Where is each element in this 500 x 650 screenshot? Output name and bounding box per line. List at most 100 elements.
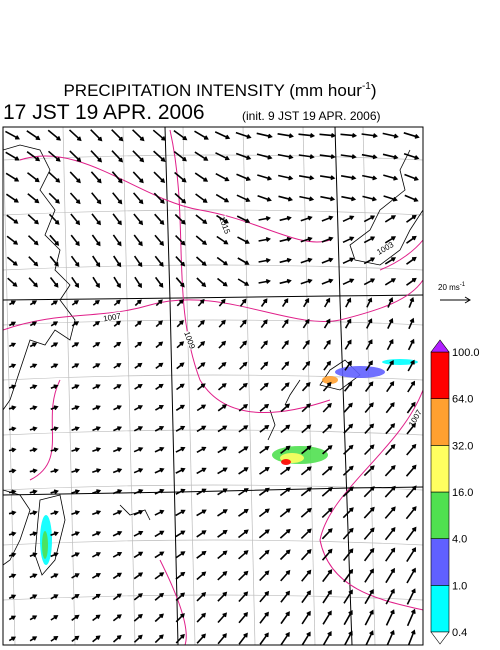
colorbar-over — [430, 339, 450, 353]
wind-arrow — [239, 361, 248, 370]
wind-arrow — [386, 629, 395, 645]
wind-arrow — [217, 277, 228, 287]
wind-arrow — [301, 403, 312, 413]
wind-arrow — [407, 380, 416, 393]
wind-arrow — [175, 425, 186, 432]
wind-arrow — [112, 593, 122, 601]
wind-arrow — [258, 216, 271, 221]
wind-arrow — [343, 568, 354, 583]
wind-arrow — [175, 551, 186, 559]
wind-arrow — [175, 235, 186, 246]
wind-arrow — [8, 384, 17, 390]
wind-arrow — [50, 447, 59, 453]
wind-arrow — [134, 405, 143, 411]
wind-arrow — [382, 153, 399, 160]
wind-arrow — [322, 402, 332, 413]
wind-arrow — [29, 636, 38, 642]
wind-arrow — [176, 383, 185, 391]
wind-arrow — [258, 279, 271, 284]
wind-arrow — [365, 339, 373, 350]
wind-arrow — [217, 633, 227, 645]
colorbar-tick-label: 16.0 — [452, 487, 473, 499]
wind-arrow — [112, 510, 123, 516]
wind-arrow — [29, 447, 38, 453]
wind-arrow — [113, 363, 122, 369]
wind-arrow — [50, 300, 58, 306]
wind-arrow — [217, 550, 228, 560]
colorbar-under — [430, 631, 450, 645]
wind-arrow — [91, 234, 101, 247]
wind-arrow — [218, 319, 226, 328]
wind-arrow — [258, 508, 270, 518]
wind-arrow — [278, 195, 293, 202]
wind-arrow — [111, 129, 124, 142]
wind-arrow — [48, 213, 60, 225]
title: PRECIPITATION INTENSITY (mm hour-1) — [63, 81, 376, 100]
wind-arrow — [216, 235, 229, 245]
isobar-label-bg — [183, 330, 197, 350]
wind-arrow — [238, 488, 249, 496]
wind-arrow — [8, 552, 17, 558]
wind-arrow — [239, 340, 248, 349]
wind-arrow — [175, 613, 185, 623]
wind-arrow — [237, 257, 250, 265]
wind-arrow — [133, 551, 144, 559]
wind-arrow — [300, 549, 312, 561]
wind-arrow — [322, 445, 333, 455]
wind-arrow — [323, 339, 331, 350]
wind-arrow — [363, 257, 376, 265]
wind-arrow — [29, 594, 38, 600]
wind-arrow — [48, 171, 61, 183]
wind-arrow — [71, 300, 79, 306]
wind-arrow — [364, 381, 374, 392]
wind-arrow — [281, 298, 289, 308]
wind-arrow — [6, 256, 18, 266]
wind-arrow — [217, 529, 228, 538]
wind-arrow — [344, 318, 352, 329]
wind-arrow — [385, 609, 395, 626]
wind-arrow — [92, 468, 102, 474]
wind-arrow — [384, 257, 397, 265]
wind-arrow — [174, 192, 187, 204]
wind-arrow — [342, 527, 354, 540]
wind-arrow — [281, 319, 289, 329]
wind-arrow — [408, 296, 415, 308]
wind-arrow — [321, 257, 334, 264]
wind-arrow — [322, 569, 333, 583]
wind-arrow — [300, 507, 312, 518]
wind-arrow — [343, 423, 354, 434]
wind-arrow — [176, 341, 185, 349]
wind-arrow — [301, 590, 312, 604]
wind-arrow — [134, 341, 143, 348]
wind-arrow — [301, 631, 311, 645]
wind-arrow — [196, 488, 207, 496]
isobar-label: 1007 — [103, 311, 123, 323]
boundary-line — [164, 127, 179, 645]
wind-arrow — [406, 547, 417, 563]
wind-arrow — [134, 276, 142, 289]
colorbar-tick-label: 64.0 — [452, 394, 473, 406]
wind-arrow — [235, 131, 252, 139]
isobar — [159, 559, 187, 645]
wind-arrow — [113, 426, 123, 432]
wind-arrow — [133, 255, 143, 268]
wind-arrow — [27, 214, 39, 225]
wind-arrow — [407, 338, 415, 351]
wind-arrow — [29, 426, 38, 432]
wind-arrow — [154, 613, 164, 623]
wind-arrow — [8, 447, 17, 453]
wind-arrow — [260, 298, 268, 307]
wind-arrow — [385, 588, 395, 605]
wind-arrow — [257, 195, 272, 202]
wind-arrow — [235, 152, 252, 160]
wind-arrow — [6, 235, 19, 245]
wind-arrow — [280, 569, 291, 582]
wind-arrow — [406, 401, 416, 414]
wind-arrow — [196, 612, 206, 623]
colorbar-tick-label: 100.0 — [452, 347, 480, 359]
wind-arrow — [406, 422, 416, 435]
wind-arrow — [217, 591, 228, 602]
wind-arrow — [363, 547, 375, 562]
wind-arrow — [49, 255, 59, 267]
